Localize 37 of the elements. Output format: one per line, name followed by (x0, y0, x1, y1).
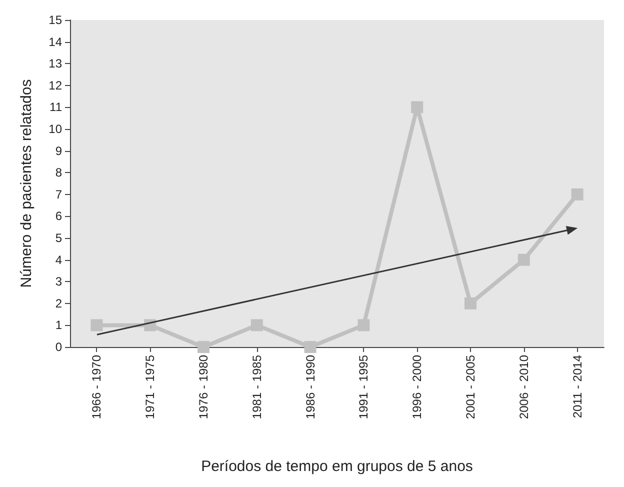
point (518, 254, 530, 266)
y-tick-label: 8 (55, 166, 62, 180)
x-tick-label: 2006 - 2010 (516, 354, 531, 420)
y-axis-title: Número de pacientes relatados (18, 79, 35, 288)
x-tick-label: 2011 - 2014 (570, 354, 584, 418)
y-tick-label: 10 (48, 122, 62, 136)
y-tick-label: 7 (55, 187, 62, 202)
y-tick-label: 5 (55, 231, 62, 245)
point (571, 188, 584, 200)
point (304, 341, 316, 353)
x-tick-label: 1981 - 1985 (250, 354, 264, 420)
y-tick-label: 3 (55, 274, 62, 289)
point (411, 101, 424, 114)
point (250, 319, 263, 332)
x-tick-label: 1991 - 1995 (356, 354, 371, 420)
x-axis-title: Períodos de tempo em grupos de 5 anos (201, 458, 473, 475)
y-tick-label: 11 (50, 100, 62, 114)
y-tick-label: 15 (48, 13, 62, 27)
point (358, 319, 370, 332)
x-tick-label: 1986 - 1990 (303, 354, 318, 420)
y-tick-label: 4 (55, 252, 62, 267)
y-tick-label: 1 (55, 318, 62, 332)
point (464, 297, 476, 310)
y-tick-label: 2 (55, 296, 62, 310)
point (198, 341, 210, 353)
x-tick-label: 1996 - 2000 (410, 354, 424, 420)
x-tick-label: 1971 - 1975 (143, 354, 158, 420)
y-tick-label: 13 (48, 56, 62, 71)
x-tick-label: 1976 - 1980 (196, 354, 210, 420)
y-tick-label: 6 (55, 209, 62, 224)
x-tick-label: 2001 - 2005 (464, 354, 478, 420)
point (90, 319, 103, 332)
x-tick-label: 1966 - 1970 (90, 354, 104, 420)
y-tick-label: 14 (48, 34, 62, 49)
y-tick-label: 12 (48, 78, 62, 92)
y-tick-label: 0 (55, 340, 62, 354)
y-tick-label: 9 (55, 144, 62, 158)
